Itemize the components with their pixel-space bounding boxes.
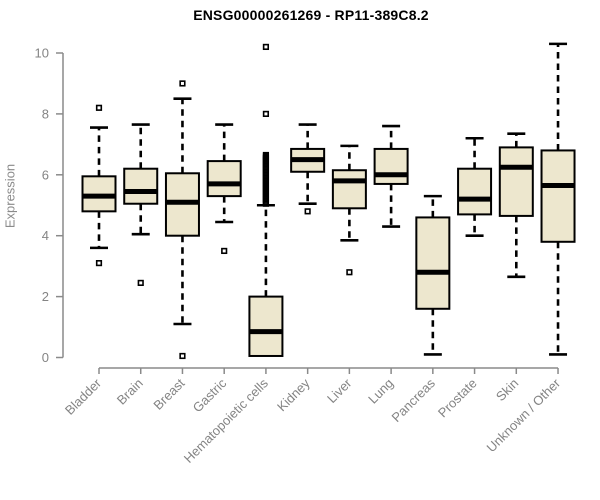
outlier-breast [179,80,186,87]
x-category-label: Skin [493,376,521,404]
y-axis-label: Expression [2,163,18,229]
x-category-label: Brain [114,376,146,408]
outlier-bladder [95,260,103,267]
outlier-bladder [95,104,103,111]
chart-title: ENSG00000261269 - RP11-389C8.2 [193,7,429,23]
x-category-label: Pancreas [389,375,439,425]
x-category-label: Gastric [190,375,230,415]
box-unknown-other [540,149,576,243]
x-category-label: Bladder [62,375,105,418]
y-tick-label: 0 [42,350,49,365]
box-liver [331,169,367,210]
outlier-brain [137,279,144,286]
box-pancreas [415,216,451,310]
outlier-liver [346,269,353,276]
y-tick-label: 10 [35,46,49,61]
outlier-gastric [221,247,228,255]
x-category-label: Kidney [274,375,313,414]
outlier-kidney [304,208,311,215]
outlier-hematopoietic-cells [262,110,270,117]
box-brain [123,167,159,205]
x-category-label: Breast [150,375,187,412]
y-tick-label: 2 [42,289,49,304]
x-category-label: Lung [365,376,396,407]
box-lung [373,147,409,185]
outlier-breast [179,352,186,360]
y-tick-label: 8 [42,106,49,121]
box-gastric [206,160,242,198]
box-skin [498,146,534,217]
outlier-hematopoietic-cells [262,43,270,51]
x-category-label: Unknown / Other [484,375,564,455]
box-hematopoietic-cells [248,295,284,357]
outlier-hematopoietic-cells [262,151,270,159]
y-tick-label: 4 [42,228,49,243]
box-prostate [457,167,493,216]
x-category-label: Liver [324,375,355,406]
x-category-label: Prostate [435,376,480,421]
y-tick-label: 6 [42,167,49,182]
